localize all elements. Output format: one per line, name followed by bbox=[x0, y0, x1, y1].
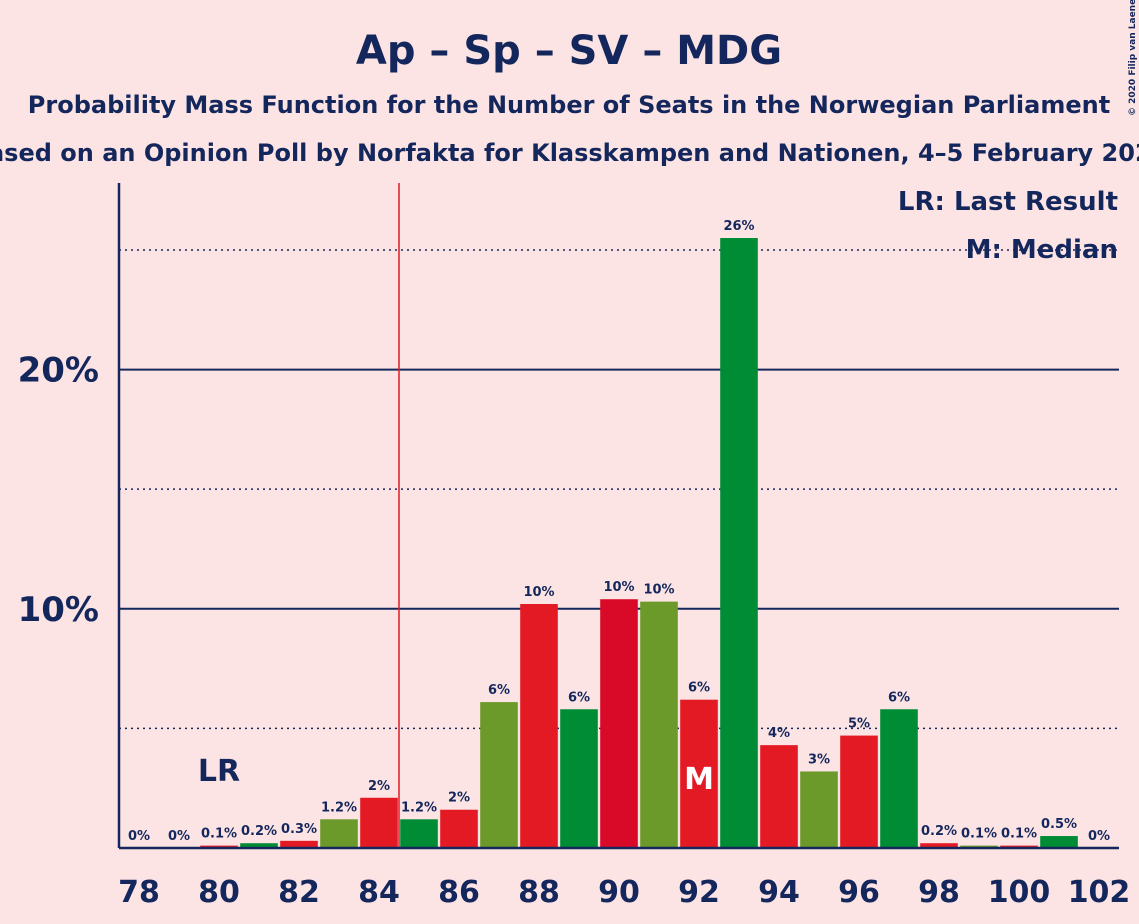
bar bbox=[400, 819, 438, 848]
bar bbox=[440, 809, 478, 848]
x-tick-label: 96 bbox=[838, 875, 880, 910]
value-label: 10% bbox=[603, 580, 634, 595]
bar bbox=[640, 601, 678, 848]
value-label: 0% bbox=[128, 829, 150, 844]
x-tick-label: 102 bbox=[1068, 875, 1131, 910]
value-label: 0.5% bbox=[1041, 817, 1077, 832]
bar bbox=[520, 604, 558, 848]
bar bbox=[800, 771, 838, 848]
x-tick-label: 84 bbox=[358, 875, 400, 910]
x-tick-label: 86 bbox=[438, 875, 480, 910]
median-label: M bbox=[684, 762, 714, 797]
x-tick-label: 78 bbox=[118, 875, 160, 910]
x-tick-label: 92 bbox=[678, 875, 720, 910]
value-label: 6% bbox=[888, 690, 910, 705]
value-label: 2% bbox=[448, 791, 470, 806]
value-label: 2% bbox=[368, 779, 390, 794]
value-label: 6% bbox=[688, 681, 710, 696]
x-tick-label: 82 bbox=[278, 875, 320, 910]
bar bbox=[480, 702, 518, 848]
bar bbox=[240, 843, 278, 848]
value-label: 0.1% bbox=[1001, 827, 1037, 842]
value-label: 0.3% bbox=[281, 822, 317, 837]
last-result-label: LR bbox=[198, 754, 240, 789]
y-tick-label: 10% bbox=[18, 590, 99, 630]
x-tick-label: 80 bbox=[198, 875, 240, 910]
bar bbox=[880, 709, 918, 848]
value-label: 10% bbox=[523, 585, 554, 600]
bar bbox=[720, 238, 758, 848]
bar bbox=[920, 843, 958, 848]
value-label: 0% bbox=[168, 829, 190, 844]
value-label: 0% bbox=[1088, 829, 1110, 844]
x-tick-label: 100 bbox=[988, 875, 1051, 910]
bar bbox=[560, 709, 598, 848]
x-tick-label: 94 bbox=[758, 875, 800, 910]
subtitle: Based on an Opinion Poll by Norfakta for… bbox=[0, 139, 1139, 167]
value-label: 6% bbox=[568, 690, 590, 705]
bar bbox=[1040, 836, 1078, 848]
bar bbox=[760, 745, 798, 848]
x-tick-label: 88 bbox=[518, 875, 560, 910]
value-label: 0.1% bbox=[201, 827, 237, 842]
bar bbox=[360, 797, 398, 848]
bar bbox=[600, 599, 638, 848]
value-label: 6% bbox=[488, 683, 510, 698]
x-tick-label: 90 bbox=[598, 875, 640, 910]
bar bbox=[840, 735, 878, 848]
bar bbox=[280, 840, 318, 848]
legend-label: LR: Last Result bbox=[898, 187, 1118, 217]
legend-label: M: Median bbox=[966, 235, 1118, 265]
x-tick-label: 98 bbox=[918, 875, 960, 910]
value-label: 1.2% bbox=[401, 800, 437, 815]
subtitle: Probability Mass Function for the Number… bbox=[28, 91, 1110, 119]
y-tick-label: 20% bbox=[18, 351, 99, 391]
value-label: 0.2% bbox=[241, 824, 277, 839]
bar bbox=[680, 699, 718, 848]
bar bbox=[320, 819, 358, 848]
copyright: © 2020 Filip van Laenen bbox=[1128, 0, 1138, 116]
value-label: 5% bbox=[848, 717, 870, 732]
value-label: 4% bbox=[768, 726, 790, 741]
value-label: 26% bbox=[723, 219, 754, 234]
value-label: 0.1% bbox=[961, 827, 997, 842]
value-label: 0.2% bbox=[921, 824, 957, 839]
chart-title: Ap – Sp – SV – MDG bbox=[356, 28, 782, 74]
value-label: 10% bbox=[643, 583, 674, 598]
value-label: 1.2% bbox=[321, 800, 357, 815]
value-label: 3% bbox=[808, 752, 830, 767]
